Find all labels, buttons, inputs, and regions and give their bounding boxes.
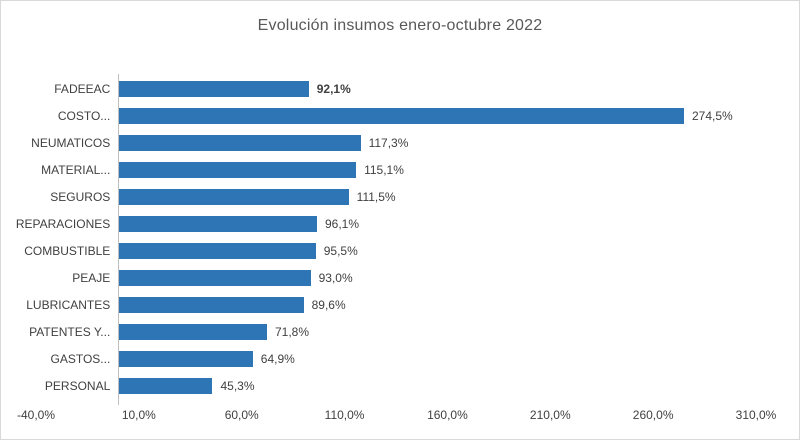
category-label: SEGUROS [50,190,111,204]
bar-value-label: 115,1% [364,163,404,177]
category-label: MATERIAL... [41,163,111,177]
bar [119,108,684,124]
bar [119,378,213,394]
category-label: FADEEAC [54,82,111,96]
category-label: GASTOS... [50,352,111,366]
bar [119,162,357,178]
bar [119,270,311,286]
x-axis-tick-label: 310,0% [735,408,777,422]
bar [119,243,316,259]
bar [119,216,317,232]
x-axis-tick-label: 110,0% [324,408,365,422]
category-label: PEAJE [72,271,111,285]
bar [119,297,304,313]
bar-value-label: 92,1% [316,82,351,96]
category-axis-line [118,74,120,405]
bar [119,351,253,367]
category-label: COSTO... [57,109,111,123]
bar-value-label: 45,3% [220,379,255,393]
chart-title: Evolución insumos enero-octubre 2022 [257,17,543,34]
bar [119,135,361,151]
x-axis-tick-label: 60,0% [224,408,259,422]
category-label: PERSONAL [44,379,111,393]
category-label: REPARACIONES [15,217,111,231]
category-label: LUBRICANTES [26,298,111,312]
category-label: NEUMATICOS [31,136,111,150]
bar [119,324,267,340]
bar [119,189,349,205]
category-label: PATENTES Y... [29,325,111,339]
bar-value-label: 95,5% [323,244,358,258]
bar-value-label: 64,9% [260,352,295,366]
bar-value-label: 96,1% [324,217,359,231]
bar-value-label: 89,6% [311,298,346,312]
category-label: COMBUSTIBLE [24,244,111,258]
bar-value-label: 117,3% [368,136,409,150]
bar-value-label: 93,0% [318,271,353,285]
x-axis-tick-label: -40,0% [16,408,56,422]
x-axis-tick-label: 160,0% [427,408,468,422]
bar-value-label: 111,5% [356,190,396,204]
bar-value-label: 71,8% [274,325,310,339]
bar [119,81,309,97]
x-axis-tick-label: 10,0% [121,408,156,422]
x-axis-tick-label: 210,0% [529,408,571,422]
bar-value-label: 274,5% [691,109,733,123]
x-axis-tick-label: 260,0% [632,408,674,422]
